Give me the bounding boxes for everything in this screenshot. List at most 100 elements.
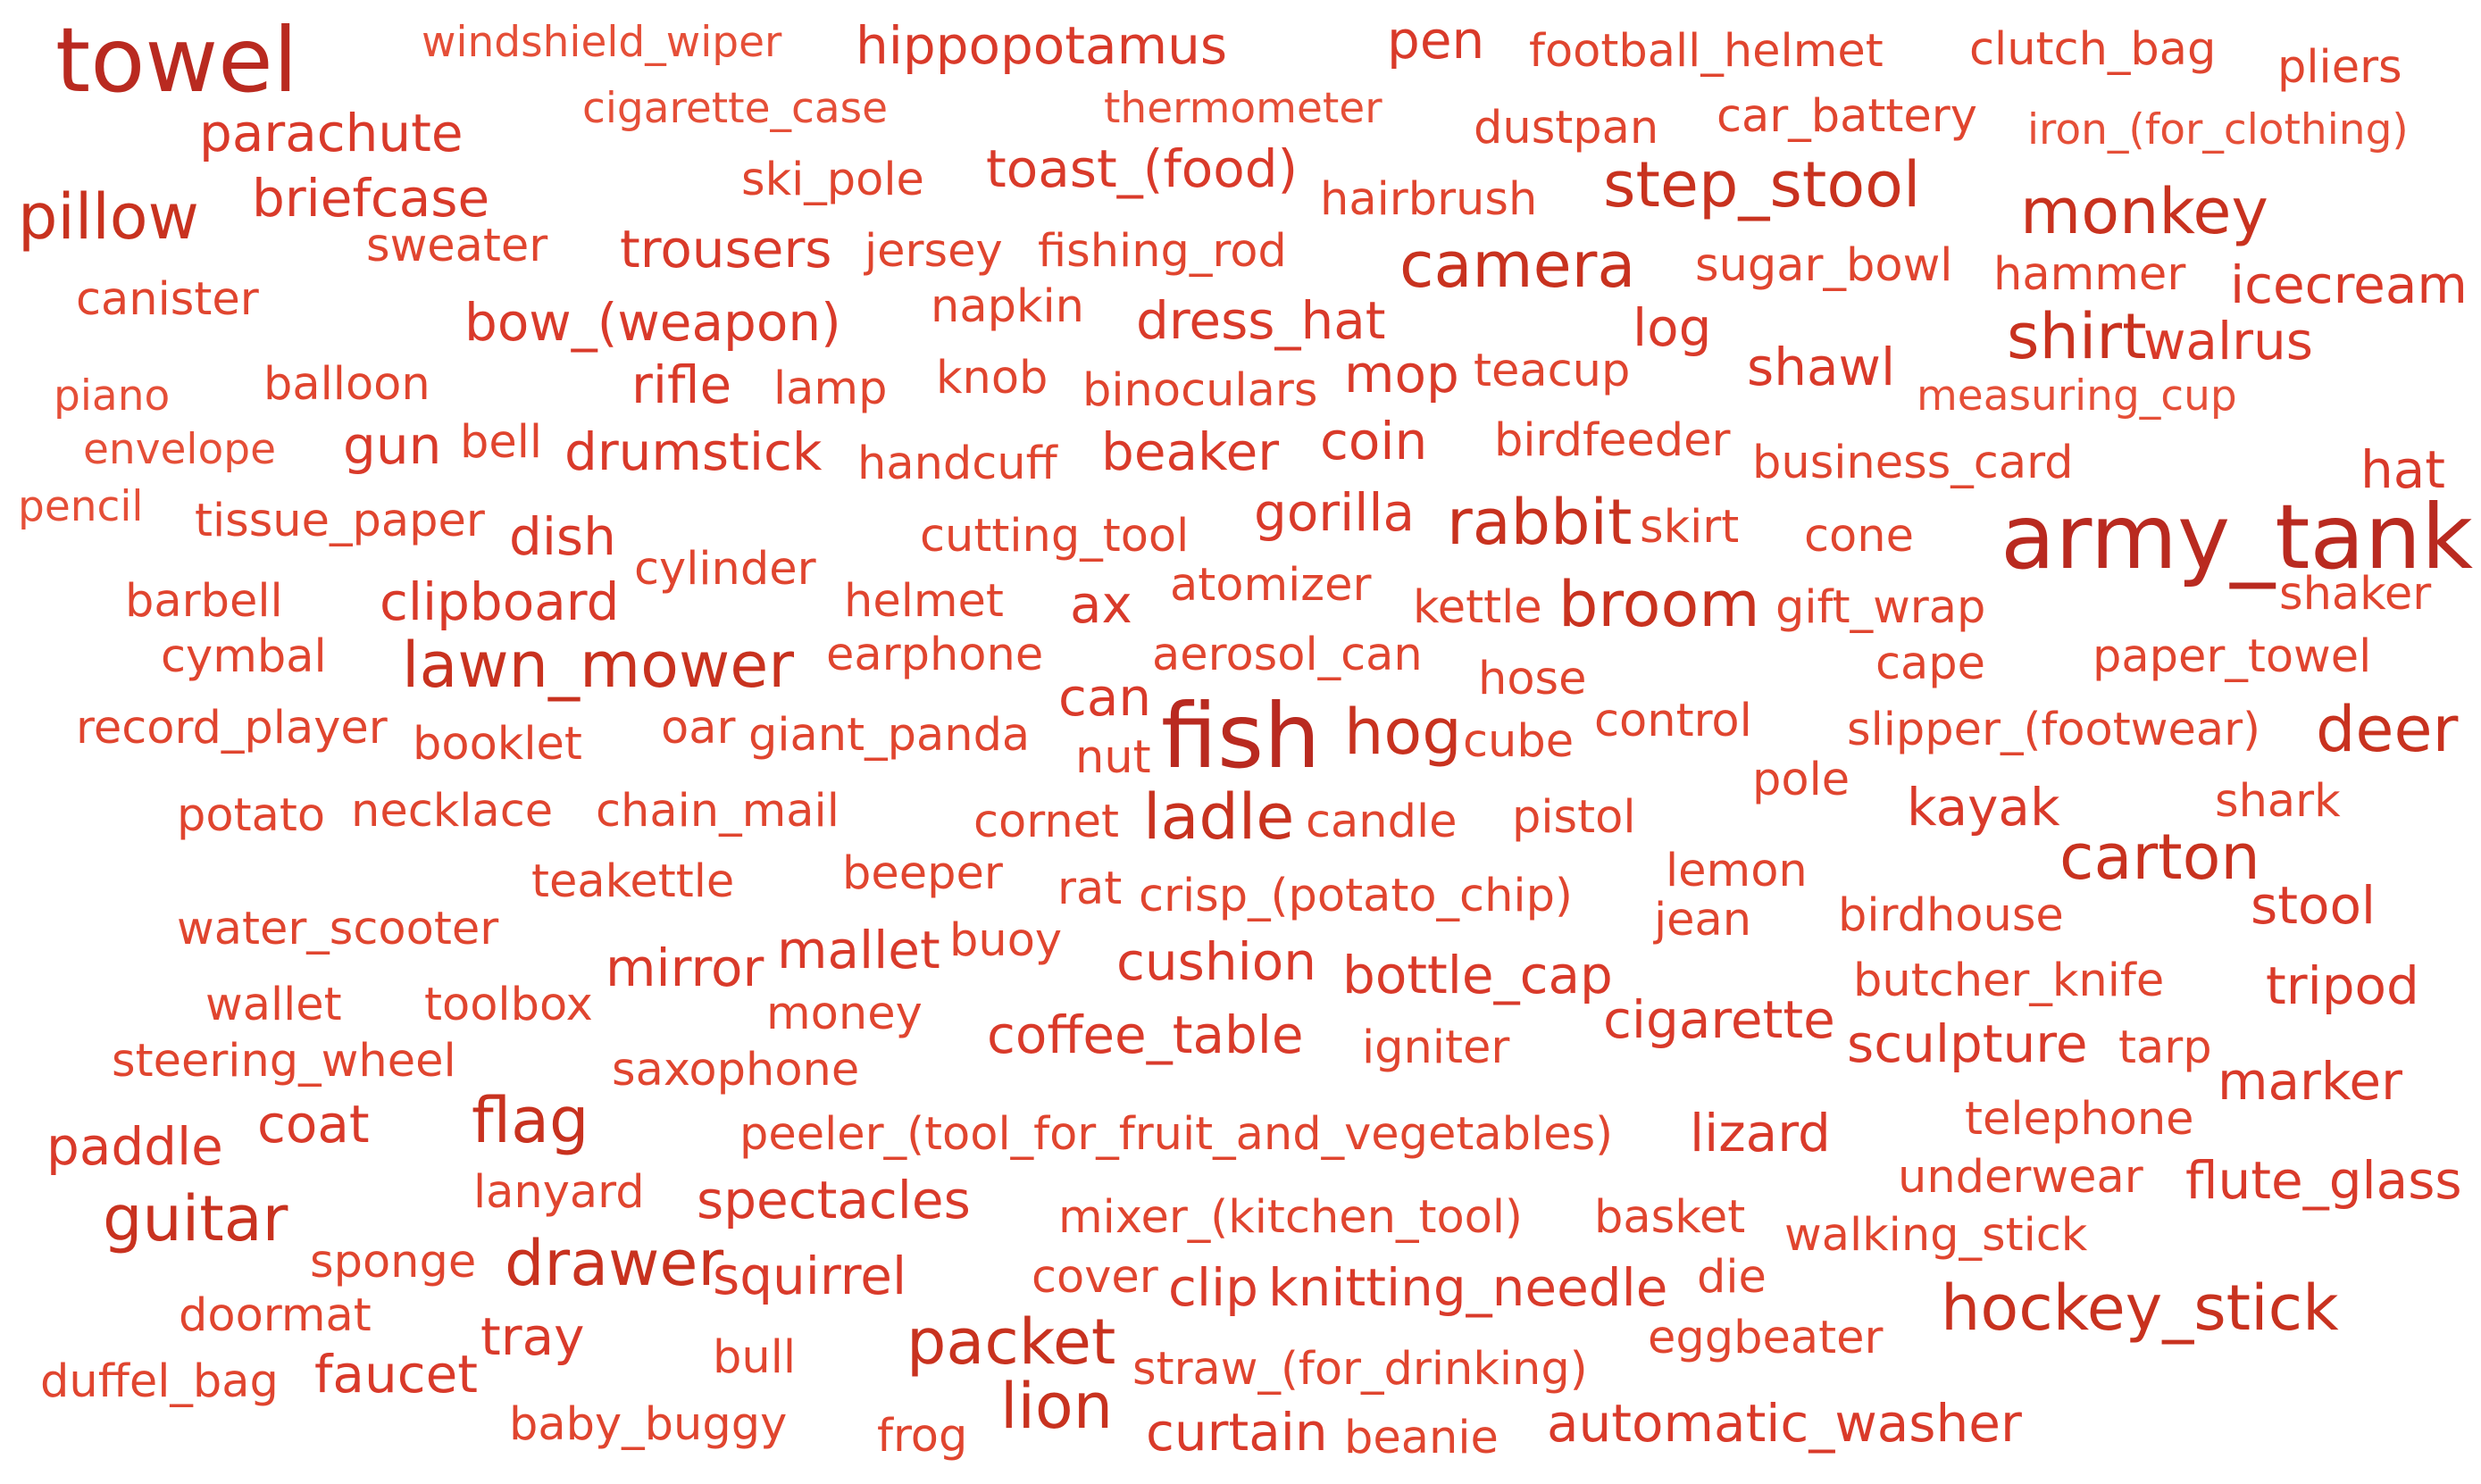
word-straw-for-drinking: straw_(for_drinking): [1132, 1343, 1588, 1396]
word-flute-glass: flute_glass: [2185, 1150, 2462, 1211]
word-measuring-cup: measuring_cup: [1917, 371, 2237, 421]
word-record-player: record_player: [76, 702, 388, 755]
word-shark: shark: [2215, 775, 2341, 828]
word-gorilla: gorilla: [1254, 482, 1416, 543]
word-rabbit: rabbit: [1447, 486, 1633, 559]
word-bull: bull: [713, 1331, 797, 1384]
word-eggbeater: eggbeater: [1648, 1312, 1884, 1364]
word-beanie: beanie: [1344, 1412, 1499, 1464]
word-helmet: helmet: [844, 575, 1004, 628]
word-doormat: doormat: [179, 1289, 372, 1342]
word-slipper-footwear: slipper_(footwear): [1847, 704, 2260, 756]
word-water-scooter: water_scooter: [177, 903, 499, 955]
word-chain-mail: chain_mail: [596, 785, 840, 838]
word-cone: cone: [1804, 510, 1914, 563]
word-mixer-kitchen-tool: mixer_(kitchen_tool): [1058, 1191, 1523, 1244]
word-beeper: beeper: [842, 847, 1003, 900]
word-coat: coat: [257, 1094, 370, 1155]
word-clip: clip: [1168, 1257, 1258, 1318]
word-canister: canister: [76, 273, 259, 326]
word-nut: nut: [1075, 731, 1151, 784]
word-aerosol-can: aerosol_can: [1152, 629, 1423, 681]
word-cigarette-case: cigarette_case: [582, 84, 889, 133]
word-guitar: guitar: [103, 1182, 288, 1255]
word-cigarette: cigarette: [1603, 989, 1835, 1050]
word-step-stool: step_stool: [1603, 148, 1921, 221]
word-toast-food: toast_(food): [986, 138, 1299, 199]
word-thermometer: thermometer: [1104, 84, 1383, 133]
word-sweater: sweater: [366, 220, 548, 272]
word-pen: pen: [1387, 10, 1485, 71]
word-necklace: necklace: [351, 785, 554, 838]
word-curtain: curtain: [1146, 1402, 1328, 1463]
word-cover: cover: [1032, 1251, 1158, 1304]
word-packet: packet: [906, 1305, 1116, 1379]
word-fishing-rod: fishing_rod: [1038, 225, 1287, 278]
word-cube: cube: [1463, 715, 1575, 768]
word-army-tank: army_tank: [2001, 485, 2474, 589]
word-shawl: shawl: [1747, 337, 1896, 397]
word-carton: carton: [2059, 821, 2260, 894]
word-iron-for-clothing: iron_(for_clothing): [2027, 105, 2409, 154]
word-napkin: napkin: [931, 280, 1084, 333]
word-piano: piano: [54, 371, 171, 421]
word-kayak: kayak: [1907, 777, 2060, 838]
word-trousers: trousers: [620, 219, 832, 279]
word-deer: deer: [2316, 693, 2459, 766]
word-icecream: icecream: [2230, 254, 2468, 315]
word-cape: cape: [1875, 638, 1986, 690]
word-jean: jean: [1654, 894, 1752, 946]
word-marker: marker: [2218, 1051, 2402, 1112]
word-gun: gun: [343, 415, 442, 476]
word-business-card: business_card: [1752, 437, 2074, 489]
word-baby-buggy: baby_buggy: [509, 1398, 788, 1451]
word-mirror: mirror: [606, 938, 764, 998]
word-lemon: lemon: [1666, 845, 1808, 897]
word-fish: fish: [1161, 684, 1321, 788]
word-duffel-bag: duffel_bag: [40, 1355, 279, 1408]
word-bottle-cap: bottle_cap: [1342, 945, 1613, 1005]
word-hockey-stick: hockey_stick: [1941, 1271, 2339, 1345]
word-tissue-paper: tissue_paper: [195, 495, 485, 547]
word-beaker: beaker: [1101, 421, 1280, 482]
word-knitting-needle: knitting_needle: [1268, 1257, 1668, 1318]
word-handcuff: handcuff: [857, 438, 1057, 490]
word-camera: camera: [1399, 229, 1636, 302]
word-earphone: earphone: [826, 629, 1044, 681]
word-basket: basket: [1594, 1191, 1746, 1244]
word-automatic-washer: automatic_washer: [1547, 1393, 2022, 1454]
word-lion: lion: [1000, 1370, 1114, 1443]
word-clipboard: clipboard: [380, 571, 620, 632]
word-pole: pole: [1752, 754, 1850, 806]
word-towel: towel: [55, 8, 298, 113]
word-parachute: parachute: [199, 103, 464, 163]
word-shaker: shaker: [2279, 568, 2432, 621]
word-paddle: paddle: [46, 1116, 223, 1177]
word-teacup: teacup: [1474, 345, 1631, 397]
word-pliers: pliers: [2277, 41, 2402, 94]
word-bow-weapon: bow_(weapon): [464, 292, 841, 353]
word-ladle: ladle: [1143, 780, 1295, 854]
word-money: money: [766, 988, 923, 1040]
word-clutch-bag: clutch_bag: [1969, 23, 2217, 76]
word-control: control: [1594, 695, 1752, 747]
word-giant-panda: giant_panda: [748, 709, 1031, 762]
word-broom: broom: [1558, 568, 1760, 641]
word-hammer: hammer: [1993, 248, 2186, 301]
word-hose: hose: [1478, 653, 1587, 705]
word-teakettle: teakettle: [531, 855, 735, 908]
word-pistol: pistol: [1512, 791, 1636, 844]
word-kettle: kettle: [1413, 581, 1542, 634]
word-tarp: tarp: [2118, 1021, 2212, 1074]
word-saxophone: saxophone: [612, 1044, 860, 1096]
word-cushion: cushion: [1116, 931, 1316, 992]
word-cornet: cornet: [973, 796, 1120, 848]
word-dish: dish: [509, 506, 616, 567]
word-tripod: tripod: [2266, 955, 2419, 1016]
word-steering-wheel: steering_wheel: [112, 1035, 456, 1088]
word-squirrel: squirrel: [713, 1246, 907, 1306]
word-rifle: rifle: [631, 354, 732, 415]
word-cylinder: cylinder: [634, 543, 816, 596]
word-sculpture: sculpture: [1847, 1013, 2088, 1074]
word-igniter: igniter: [1362, 1021, 1510, 1074]
